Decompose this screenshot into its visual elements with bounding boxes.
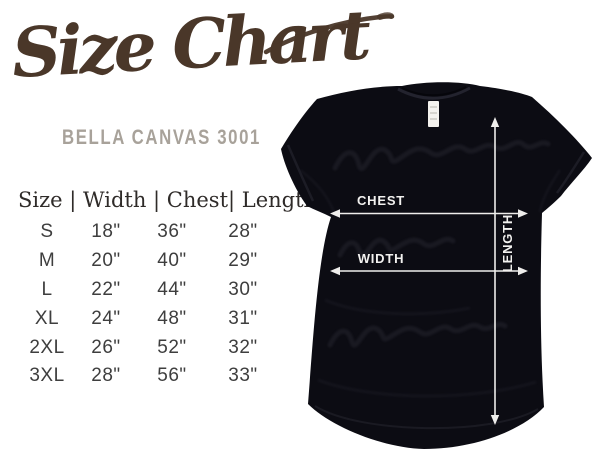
- chest-cell: 48": [157, 307, 187, 329]
- width-cell: 20": [91, 250, 121, 272]
- chest-cell: 44": [157, 278, 187, 300]
- length-cell: 33": [228, 365, 258, 387]
- neck-label: [428, 101, 439, 127]
- hem-seam: [314, 405, 539, 430]
- width-cell: 22": [91, 278, 121, 300]
- size-cell: S: [40, 221, 54, 243]
- collar-seam: [397, 86, 471, 100]
- chest-label: CHEST: [357, 193, 405, 208]
- length-label: LENGTH: [500, 214, 515, 272]
- collar-inner: [401, 86, 467, 97]
- length-arrow: [490, 117, 500, 425]
- size-cell: M: [38, 250, 56, 272]
- chest-cell: 36": [157, 221, 187, 243]
- width-cell: 24": [91, 307, 121, 329]
- width-cell: 18": [91, 221, 121, 243]
- size-cell: 3XL: [29, 365, 65, 387]
- width-cell: 26": [91, 336, 121, 358]
- watermark-script: [327, 140, 551, 348]
- length-cell: 31": [228, 307, 258, 329]
- width-label: WIDTH: [358, 251, 405, 266]
- size-table: S 18" 36" 28" M 20" 40" 29" L 22" 44" 30…: [18, 218, 278, 391]
- width-arrow: [330, 266, 528, 276]
- length-cell: 28": [228, 221, 258, 243]
- chest-cell: 52": [157, 336, 187, 358]
- size-cell: 2XL: [29, 336, 65, 358]
- right-cuff-seam: [555, 151, 586, 194]
- size-cell: L: [41, 278, 53, 300]
- width-cell: 28": [91, 365, 121, 387]
- chest-arrow: [330, 209, 528, 218]
- tshirt-shape: [281, 82, 592, 449]
- length-cell: 30": [228, 278, 258, 300]
- size-cell: XL: [34, 307, 60, 329]
- left-cuff-seam: [286, 144, 315, 202]
- chest-cell: 40": [157, 250, 187, 272]
- fabric-wrinkles: [299, 169, 562, 398]
- length-cell: 32": [228, 336, 258, 358]
- chest-cell: 56": [157, 365, 187, 387]
- subtitle-product-name: BELLA CANVAS 3001: [62, 126, 261, 149]
- length-cell: 29": [228, 250, 258, 272]
- size-table-header: Size | Width | Chest| Length: [18, 188, 318, 212]
